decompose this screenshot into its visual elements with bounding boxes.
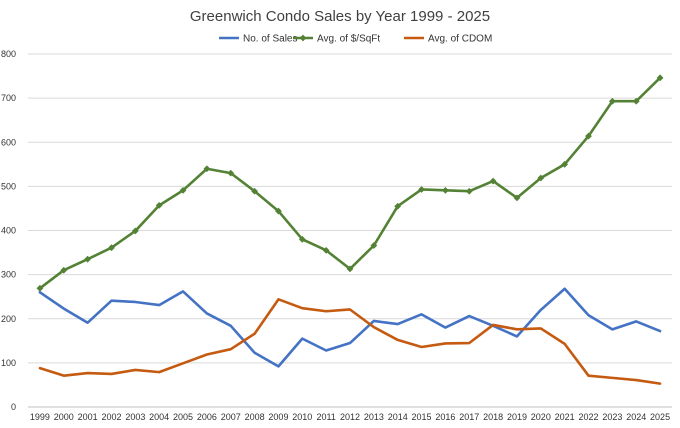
data-point (179, 186, 187, 194)
data-point (656, 74, 664, 82)
series-line (38, 287, 662, 368)
data-point (632, 97, 640, 105)
data-point (60, 266, 68, 274)
legend-label: Avg. of CDOM (428, 34, 492, 45)
x-tick-label: 2019 (507, 412, 527, 422)
y-tick-label: 200 (1, 314, 16, 324)
x-axis: 1999 2000 2001 2002 2003 2004 2005 2006 2007 2008… (30, 412, 670, 422)
data-point (442, 186, 449, 194)
legend-item: Avg. of CDOM (404, 34, 492, 45)
series-3 (38, 298, 662, 385)
x-tick-label: 2022 (579, 412, 599, 422)
data-point (394, 202, 402, 210)
y-tick-label: 0 (11, 402, 16, 412)
x-tick-label: 2000 (54, 412, 74, 422)
x-tick-label: 2013 (364, 412, 384, 422)
x-tick-label: 2001 (78, 412, 98, 422)
x-tick-label: 2015 (412, 412, 432, 422)
legend-item: No. of Sales (219, 34, 297, 45)
y-tick-label: 800 (1, 49, 16, 59)
data-point (275, 207, 282, 215)
data-point (346, 265, 354, 273)
x-tick-label: 2010 (292, 412, 312, 422)
legend-item: Avg. of $/SqFt (293, 34, 380, 45)
x-tick-label: 2002 (101, 412, 121, 422)
x-tick-label: 2025 (650, 412, 670, 422)
series-1 (38, 287, 662, 368)
x-tick-label: 2014 (388, 412, 408, 422)
x-tick-label: 2006 (197, 412, 217, 422)
y-tick-label: 600 (1, 137, 16, 147)
x-tick-label: 2021 (555, 412, 575, 422)
data-point (418, 186, 425, 193)
x-tick-label: 2009 (268, 412, 288, 422)
data-point (537, 174, 545, 182)
x-tick-label: 2004 (149, 412, 169, 422)
x-tick-label: 2024 (626, 412, 646, 422)
data-point (131, 227, 139, 235)
data-point (322, 246, 330, 254)
x-tick-label: 2023 (602, 412, 622, 422)
series-2 (36, 74, 664, 292)
data-point (84, 255, 92, 263)
x-tick-label: 2008 (245, 412, 265, 422)
x-tick-label: 2005 (173, 412, 193, 422)
data-point (251, 187, 258, 195)
gridlines (28, 53, 672, 408)
y-tick-label: 300 (1, 270, 16, 280)
data-point (513, 194, 521, 202)
y-tick-label: 500 (1, 181, 16, 191)
y-tick-label: 400 (1, 226, 16, 236)
data-point (36, 284, 44, 292)
chart-title: Greenwich Condo Sales by Year 1999 - 202… (190, 8, 490, 25)
x-tick-label: 2011 (316, 412, 335, 422)
x-tick-label: 2007 (221, 412, 241, 422)
data-point (298, 235, 306, 243)
legend: No. of Sales Avg. of $/SqFt Avg. of CDOM (219, 34, 492, 45)
data-point (155, 201, 163, 209)
data-point (108, 244, 115, 252)
y-tick-label: 100 (1, 358, 16, 368)
data-point (203, 165, 211, 173)
plot-area (36, 74, 664, 385)
y-tick-label: 700 (1, 93, 16, 103)
x-tick-label: 2020 (531, 412, 551, 422)
data-point (585, 132, 592, 140)
data-point (465, 187, 473, 195)
data-point (489, 177, 497, 185)
x-tick-label: 2016 (435, 412, 455, 422)
x-tick-label: 2017 (459, 412, 479, 422)
data-point (608, 97, 616, 105)
legend-label: No. of Sales (243, 34, 297, 45)
y-axis: 0 100 200 300 400 500 600 700 800 (1, 49, 16, 412)
data-point (227, 169, 235, 177)
x-tick-label: 2003 (125, 412, 145, 422)
legend-marker (299, 34, 307, 42)
series-line (38, 76, 662, 290)
legend-label: Avg. of $/SqFt (317, 34, 380, 45)
data-point (561, 160, 569, 168)
x-tick-label: 1999 (30, 412, 50, 422)
x-tick-label: 2012 (340, 412, 360, 422)
x-tick-label: 2018 (483, 412, 503, 422)
data-point (370, 242, 378, 249)
